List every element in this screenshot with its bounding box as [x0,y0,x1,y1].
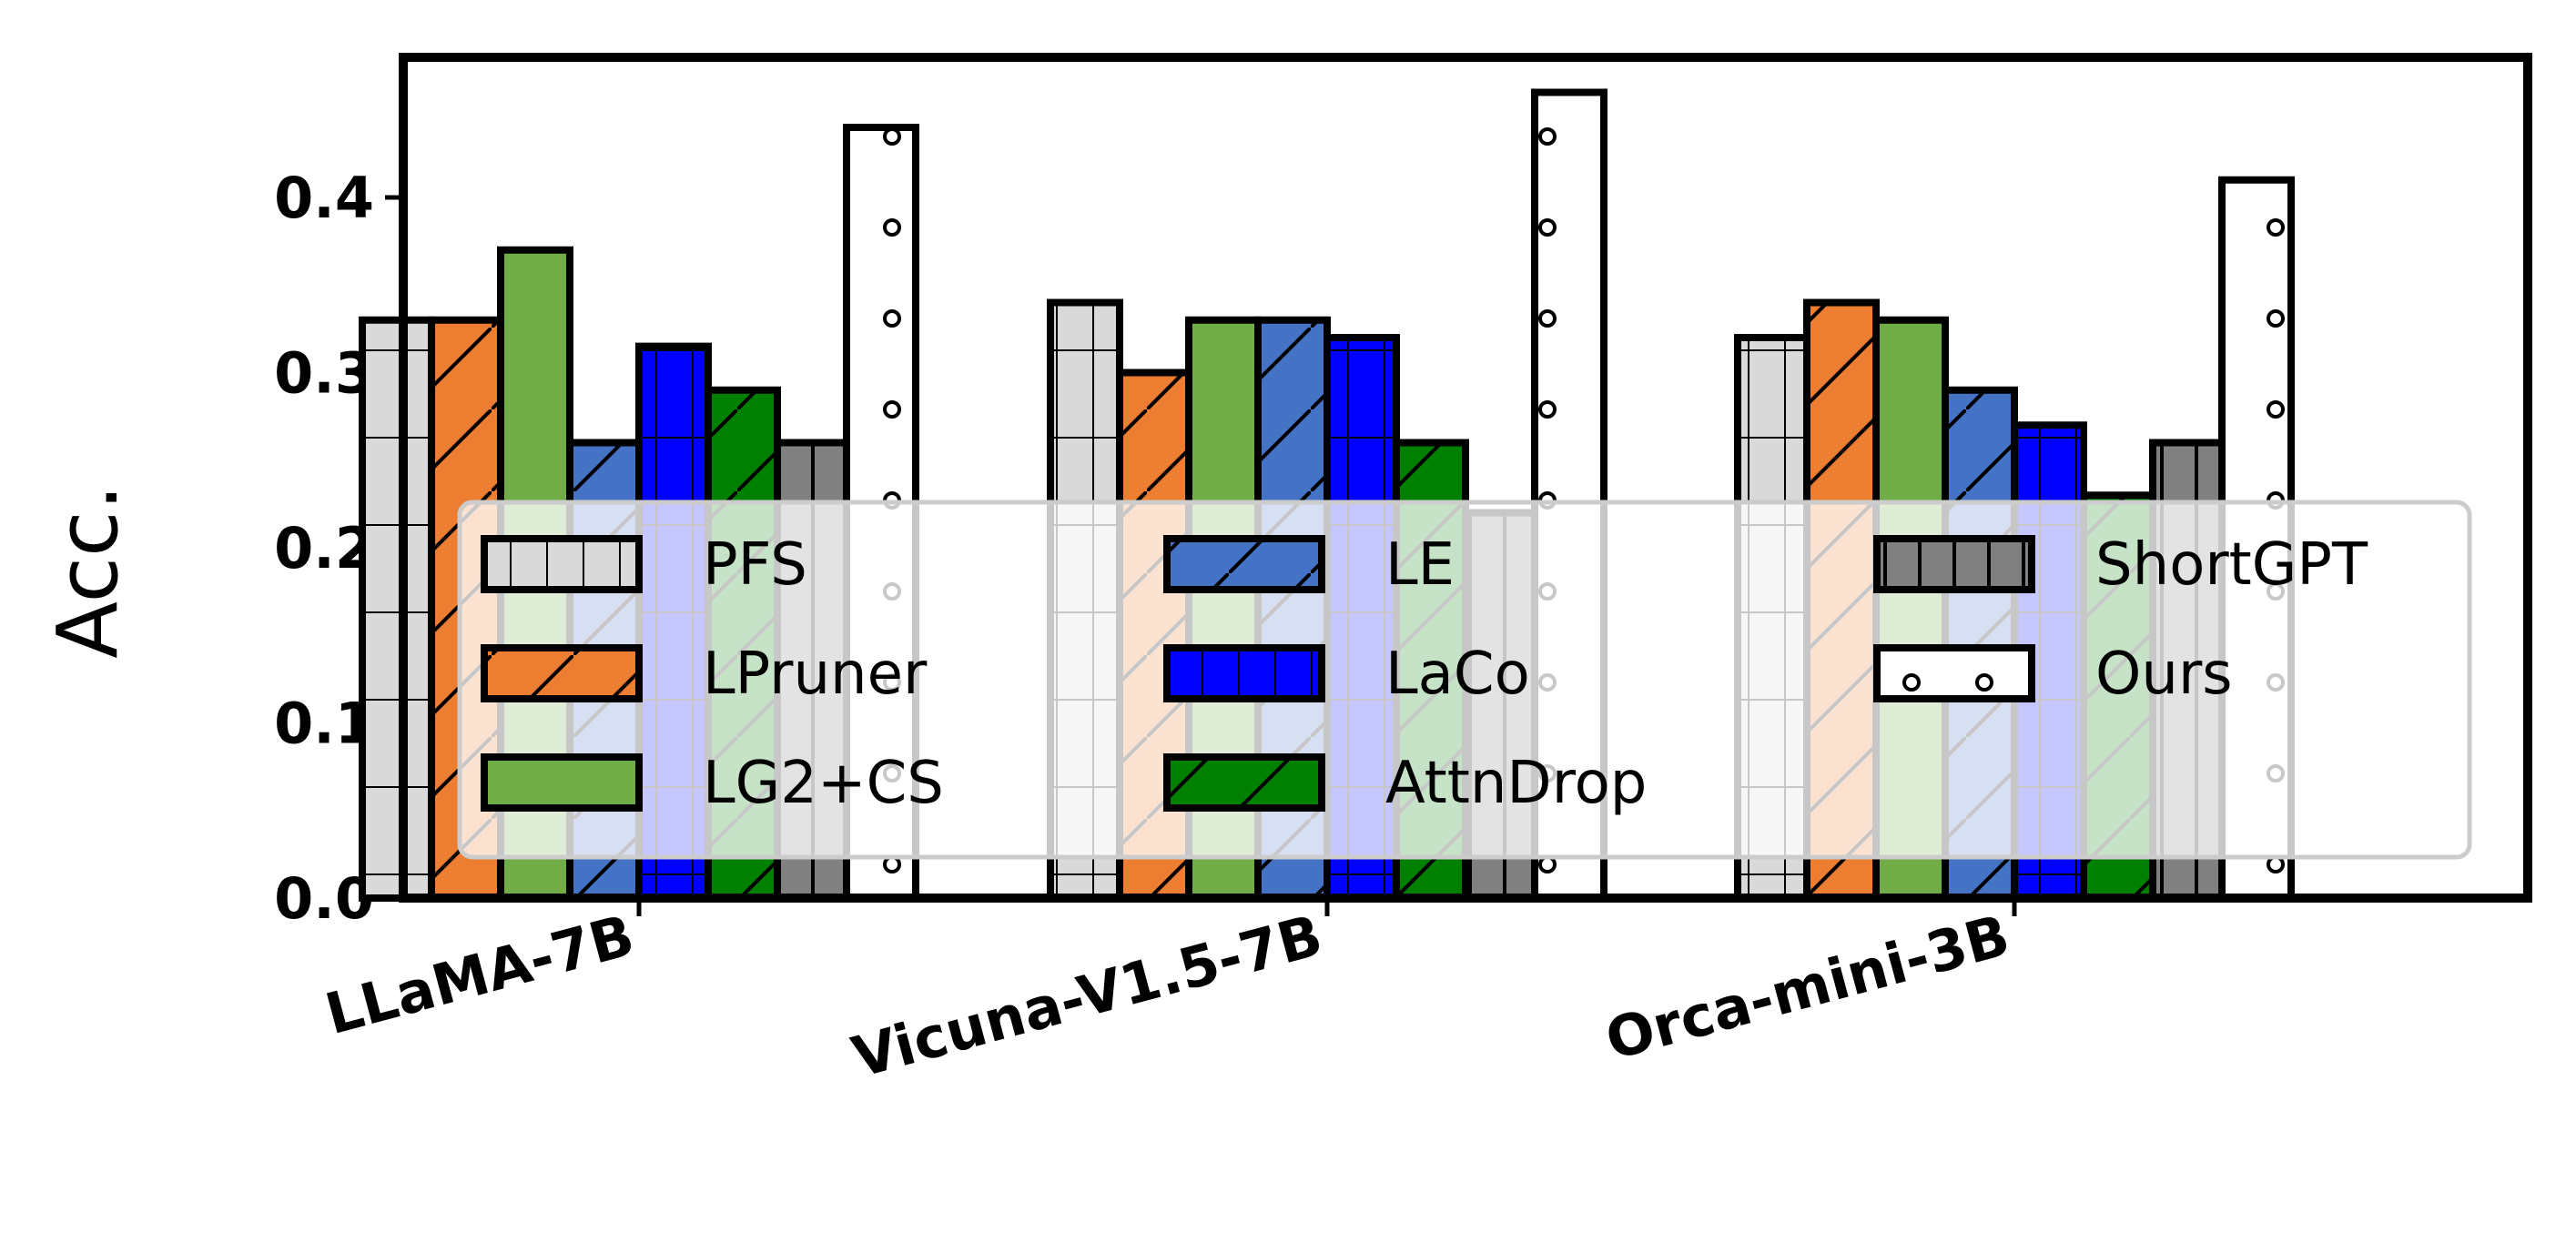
legend-label: AttnDrop [1385,750,1647,817]
legend-item-le: LE [1163,531,1455,599]
y-tick-label: 0.2 [274,515,374,581]
plot-frame [399,53,2532,903]
legend-label: ShortGPT [2095,531,2368,599]
y-tick-label: 0.4 [274,165,374,231]
x-tick-label: Orca-mini-3B [1599,902,2016,1073]
legend-item-laco: LaCo [1163,641,1530,708]
legend-item-shortgpt: ShortGPT [1873,531,2368,599]
y-axis-label: Acc. [39,484,137,659]
legend-label: LaCo [1385,641,1530,708]
legend-label: LG2+CS [703,750,944,817]
legend-item-lg2-cs: LG2+CS [481,750,944,817]
legend-label: Ours [2095,641,2233,708]
x-axis-ticks: LLaMA-7B Vicuna-V1.5-7B Orca-mini-3B [319,898,2017,1091]
legend-item-ours: Ours [1873,641,2233,708]
legend-label: LPruner [703,641,928,708]
legend-item-lpruner: LPruner [481,641,928,708]
bar-pfs-llama-7b [359,316,435,902]
y-tick-label: 0.3 [274,340,374,407]
legend-item-attndrop: AttnDrop [1163,750,1647,817]
y-tick-label: 0.1 [274,691,374,757]
y-tick-label: 0.0 [274,865,374,932]
x-tick-label: Vicuna-V1.5-7B [846,902,1329,1091]
legend: PFS LPruner LG2+CS LE LaCo AttnDrop ShortGPT Ou… [457,500,2472,860]
legend-item-pfs: PFS [481,531,807,599]
legend-label: LE [1385,531,1455,599]
legend-label: PFS [703,531,807,599]
